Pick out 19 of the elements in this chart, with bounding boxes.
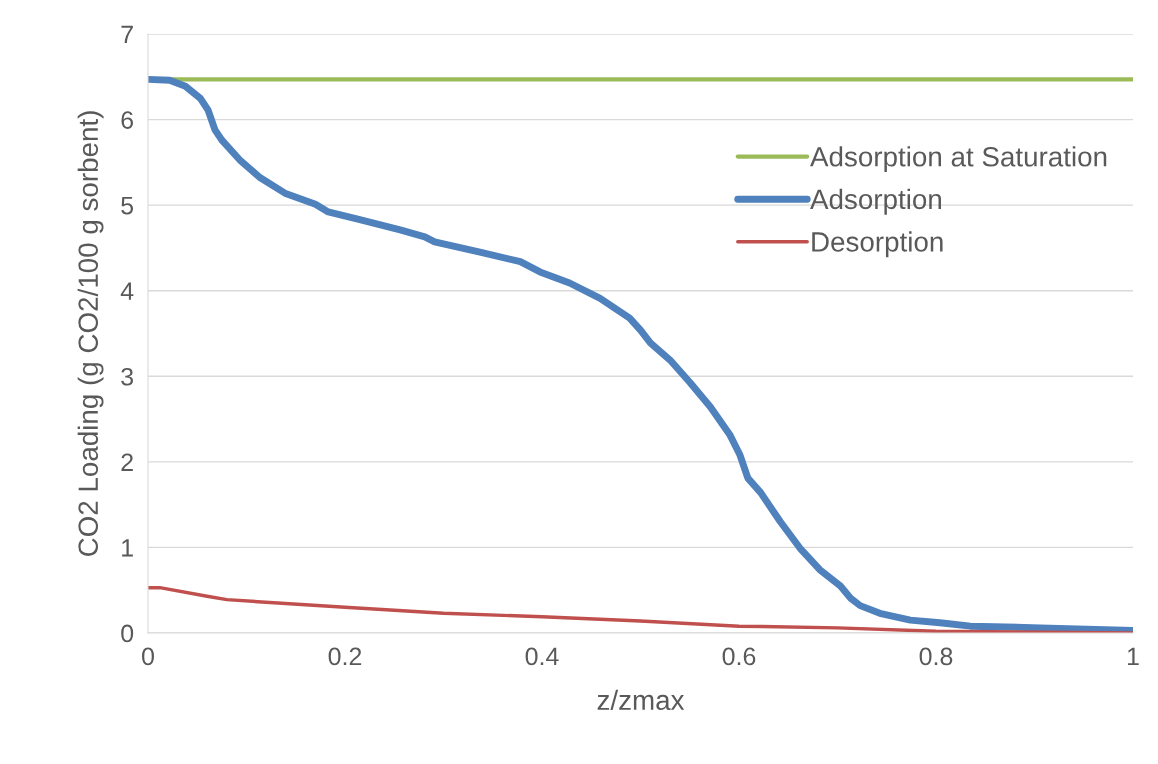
y-tick-label: 4 <box>120 282 134 300</box>
x-axis-title: z/zmax <box>597 689 685 711</box>
y-axis-title: CO2 Loading (g CO2/100 g sorbent) <box>77 111 104 556</box>
x-tick-label: 1 <box>1127 647 1139 666</box>
y-tick-label: 5 <box>121 197 134 215</box>
y-tick-label: 6 <box>121 111 134 129</box>
x-tick-label: 0 <box>142 647 154 666</box>
legend-label: Desorption <box>812 231 943 258</box>
legend-label: Adsorption <box>810 188 941 215</box>
x-tick-label: 0.8 <box>919 647 953 666</box>
y-tick-label: 7 <box>121 25 133 44</box>
x-tick-label: 0.4 <box>525 647 559 666</box>
y-tick-label: 1 <box>122 539 133 557</box>
x-tick-label: 0.2 <box>328 647 362 666</box>
x-tick-label: 0.6 <box>722 647 756 666</box>
y-tick-label: 0 <box>121 624 134 643</box>
y-tick-label: 2 <box>121 453 133 471</box>
y-tick-label: 3 <box>121 367 134 386</box>
legend-label: Adsorption at Saturation <box>810 146 1107 173</box>
